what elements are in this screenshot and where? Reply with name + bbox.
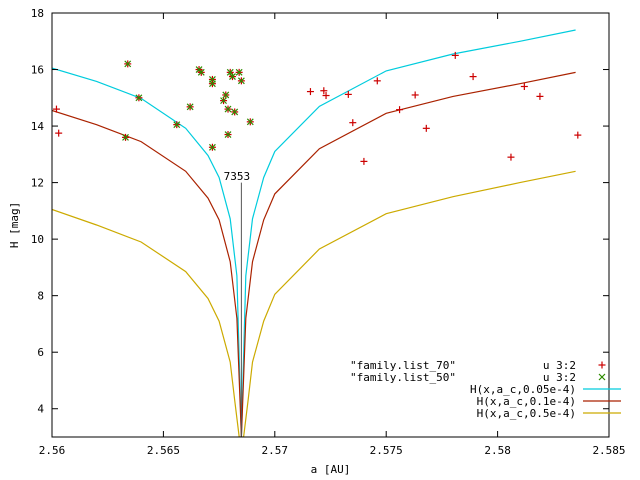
data-point: [507, 153, 515, 161]
legend-label: H(x,a_c,0.1e-4): [477, 395, 576, 408]
y-tick-label: 18: [31, 7, 44, 20]
data-point: [229, 73, 236, 81]
legend-label: u 3:2: [543, 359, 576, 372]
points-layer: [52, 51, 582, 165]
data-point: [186, 103, 194, 111]
data-point: [224, 131, 232, 138]
x-tick-label: 2.565: [147, 444, 180, 457]
plot-frame: [51, 12, 610, 438]
x-tick-label: 2.575: [370, 444, 403, 457]
data-point: [55, 129, 63, 137]
data-point: [224, 105, 232, 113]
data-point: [222, 91, 230, 99]
y-axis-title: H [mag]: [8, 202, 21, 248]
y-tick-label: 10: [31, 233, 44, 246]
legend-label: u 3:2: [543, 371, 576, 384]
data-point: [220, 97, 227, 105]
data-point: [469, 73, 477, 81]
legend-label: H(x,a_c,0.5e-4): [477, 407, 576, 420]
data-point: [320, 87, 328, 95]
data-point: [208, 143, 216, 151]
ticks-layer: 2.56 2.565 2.57 2.575 2.58 2.585 4 6 8 10 12 14 16 18: [31, 7, 626, 457]
legend-label: H(x,a_c,0.05e-4): [470, 383, 576, 396]
x-axis-title: a [AU]: [311, 463, 351, 476]
data-point: [322, 92, 330, 100]
data-point: [197, 68, 205, 76]
x-tick-label: 2.585: [592, 444, 625, 457]
annotation-label: 7353: [224, 170, 251, 183]
data-point: [235, 68, 243, 76]
series-line: [52, 170, 576, 437]
data-point: [237, 77, 245, 85]
data-point: [173, 121, 181, 129]
data-point: [536, 92, 544, 100]
y-tick-label: 12: [31, 177, 44, 190]
x-tick-label: 2.56: [39, 444, 66, 457]
y-tick-label: 8: [37, 290, 44, 303]
y-tick-label: 14: [31, 120, 45, 133]
data-point: [520, 82, 528, 90]
data-point: [422, 124, 430, 132]
data-point: [344, 90, 352, 98]
x-tick-label: 2.57: [262, 444, 289, 457]
series-line: [52, 71, 576, 437]
y-tick-label: 6: [37, 346, 44, 359]
file-label-family-70: "family.list_70": [350, 359, 456, 372]
data-point: [226, 68, 234, 76]
data-point: [360, 157, 368, 165]
legend-marker-sample: [598, 373, 606, 381]
data-point: [208, 80, 216, 88]
data-point: [574, 131, 582, 139]
data-point: [451, 51, 459, 59]
data-point: [231, 108, 239, 116]
y-tick-label: 4: [37, 403, 44, 416]
legend-marker-sample: [598, 361, 606, 369]
data-point: [122, 133, 129, 141]
data-point: [396, 106, 404, 114]
data-point: [306, 88, 314, 96]
legend: "family.list_70" "family.list_50" u 3:2u…: [350, 359, 621, 420]
data-point: [124, 60, 132, 68]
y-tick-label: 16: [31, 64, 44, 77]
x-tick-label: 2.58: [484, 444, 511, 457]
file-label-family-50: "family.list_50": [350, 371, 456, 384]
data-point: [373, 77, 381, 85]
data-point: [349, 119, 357, 127]
data-point: [246, 118, 254, 126]
data-point: [135, 94, 143, 102]
data-point: [52, 105, 60, 113]
data-point: [411, 91, 419, 99]
